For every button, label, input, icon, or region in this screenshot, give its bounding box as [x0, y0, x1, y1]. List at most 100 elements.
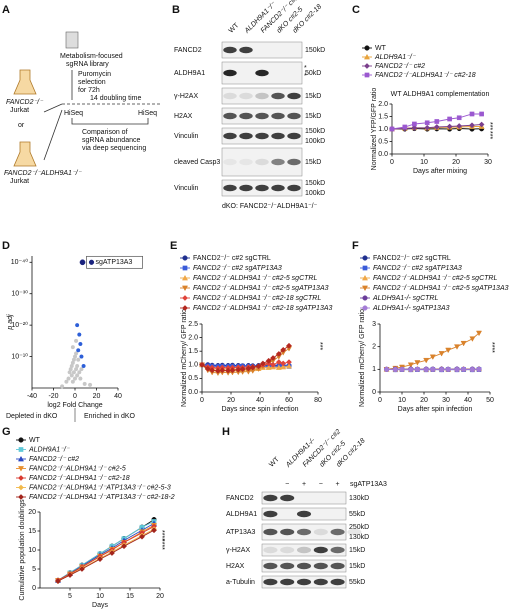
series-line [57, 529, 155, 582]
data-point [275, 350, 282, 357]
blot-band [239, 158, 253, 166]
blot-band [330, 528, 345, 536]
blot-band [255, 69, 269, 77]
data-point [81, 363, 86, 369]
protein-label: FANCD2 [174, 47, 202, 54]
protein-label: ALDH9A1 [174, 70, 205, 77]
x-tick-label: 20 [156, 593, 164, 600]
blot-band [313, 578, 328, 586]
y-tick-label: 1.5 [188, 348, 198, 355]
data-point [434, 119, 440, 124]
data-point [454, 366, 460, 373]
data-point [209, 367, 216, 374]
blot-band [271, 92, 285, 100]
data-point [70, 379, 75, 384]
x-tick-label: 30 [484, 159, 492, 166]
blot-band [330, 578, 345, 586]
data-point [423, 357, 430, 364]
data-point [76, 357, 81, 362]
data-point [423, 366, 429, 373]
cell-line: FANCD2⁻/⁻ALDH9A1⁻/⁻ [4, 170, 83, 177]
y-tick-label: 5 [32, 566, 36, 573]
legend-marker [182, 265, 188, 271]
y-tick-label: 15 [28, 528, 36, 535]
bracket [71, 118, 149, 125]
treatment-sign: − [319, 481, 323, 488]
legend-marker [88, 259, 95, 265]
legend-label: FANCD2⁻/⁻ c#2 [375, 63, 425, 70]
data-point [411, 125, 418, 131]
data-point [408, 366, 414, 373]
data-point [445, 366, 451, 372]
blot-band [239, 132, 253, 140]
data-point [286, 342, 292, 349]
data-point [280, 360, 287, 367]
data-point [429, 354, 436, 360]
data-point [453, 344, 461, 350]
data-point [204, 365, 211, 372]
label-box [86, 255, 143, 269]
x-tick-label: 40 [464, 397, 472, 404]
mw-marker: 55kD [349, 579, 365, 586]
legend-marker [182, 255, 188, 261]
legend-marker [362, 305, 368, 311]
data-point [82, 381, 87, 386]
protein-label: H2AX [226, 563, 245, 570]
data-point [433, 124, 440, 130]
protein-label: cleaved Casp3 [174, 159, 220, 166]
legend-label: FANCD2⁻/⁻ALDH9A1⁻/⁻ c#2-18 sgATP13A3 [193, 305, 333, 312]
x-tick-label: 80 [314, 397, 322, 404]
legend-marker [362, 255, 368, 261]
data-point [414, 360, 421, 366]
legend-marker [181, 285, 189, 292]
protein-label: γ-H2AX [226, 547, 250, 554]
legend-marker [364, 63, 370, 69]
blot-band [287, 112, 301, 120]
hiseq: HiSeq [64, 110, 83, 117]
legend-label: FANCD2⁻/⁻ c#2 [29, 456, 79, 463]
significance: *** [486, 131, 493, 139]
blot-band [223, 46, 237, 54]
x-tick-label: 10 [398, 397, 406, 404]
mw-marker: 100kD [305, 138, 325, 145]
x-tick-label: 10 [96, 593, 104, 600]
blot-band [239, 92, 253, 100]
chart: -40 -20 0 20 40 10⁻⁴⁰ 10⁻³⁰ 10⁻²⁰ 10⁻¹⁰ log2 Fold… [6, 255, 143, 422]
x-axis-label: Days after spin infection [398, 406, 473, 413]
blot-band [239, 112, 253, 120]
y-tick-label: 2 [372, 344, 376, 351]
comparison-text: Comparison of [82, 129, 128, 136]
blot-band [330, 562, 345, 570]
data-point [475, 330, 483, 337]
x-tick-label: -40 [27, 393, 37, 400]
protein-label: a-Tubulin [226, 579, 255, 586]
data-point [78, 376, 83, 381]
data-point [75, 363, 80, 369]
protein-label: Vinculin [174, 133, 198, 140]
blot-band [271, 132, 285, 140]
data-point [456, 123, 463, 129]
data-point [439, 366, 445, 373]
mw-marker: 150kD [305, 180, 325, 187]
legend-marker [361, 274, 369, 281]
legend-label: FANCD2⁻/⁻ALDH9A1⁻/⁻ c#2-18 [29, 475, 130, 482]
data-point [460, 340, 467, 347]
mw-marker: 250kD [349, 524, 369, 531]
significance: *** [486, 122, 493, 130]
blot-band [313, 562, 328, 570]
treatment-sign: − [285, 481, 289, 488]
footnote: dKO: FANCD2⁻/⁻ALDH9A1⁻/⁻ [222, 203, 318, 210]
mw-marker: 130kD [349, 495, 369, 502]
data-point [430, 366, 436, 372]
hiseq: HiSeq [138, 110, 157, 117]
y-axis-label: Normalized mCherry/ GFP ratio [181, 309, 188, 407]
significance: *** [316, 342, 323, 350]
legend-label: FANCD2⁻/⁻ALDH9A1⁻/⁻ c#2-5 sgCTRL [373, 275, 497, 282]
cell-line-sub: Jurkat [10, 107, 29, 114]
data-point [79, 259, 86, 266]
significance: **** [158, 539, 165, 550]
data-point [469, 336, 476, 342]
data-point [151, 527, 157, 534]
